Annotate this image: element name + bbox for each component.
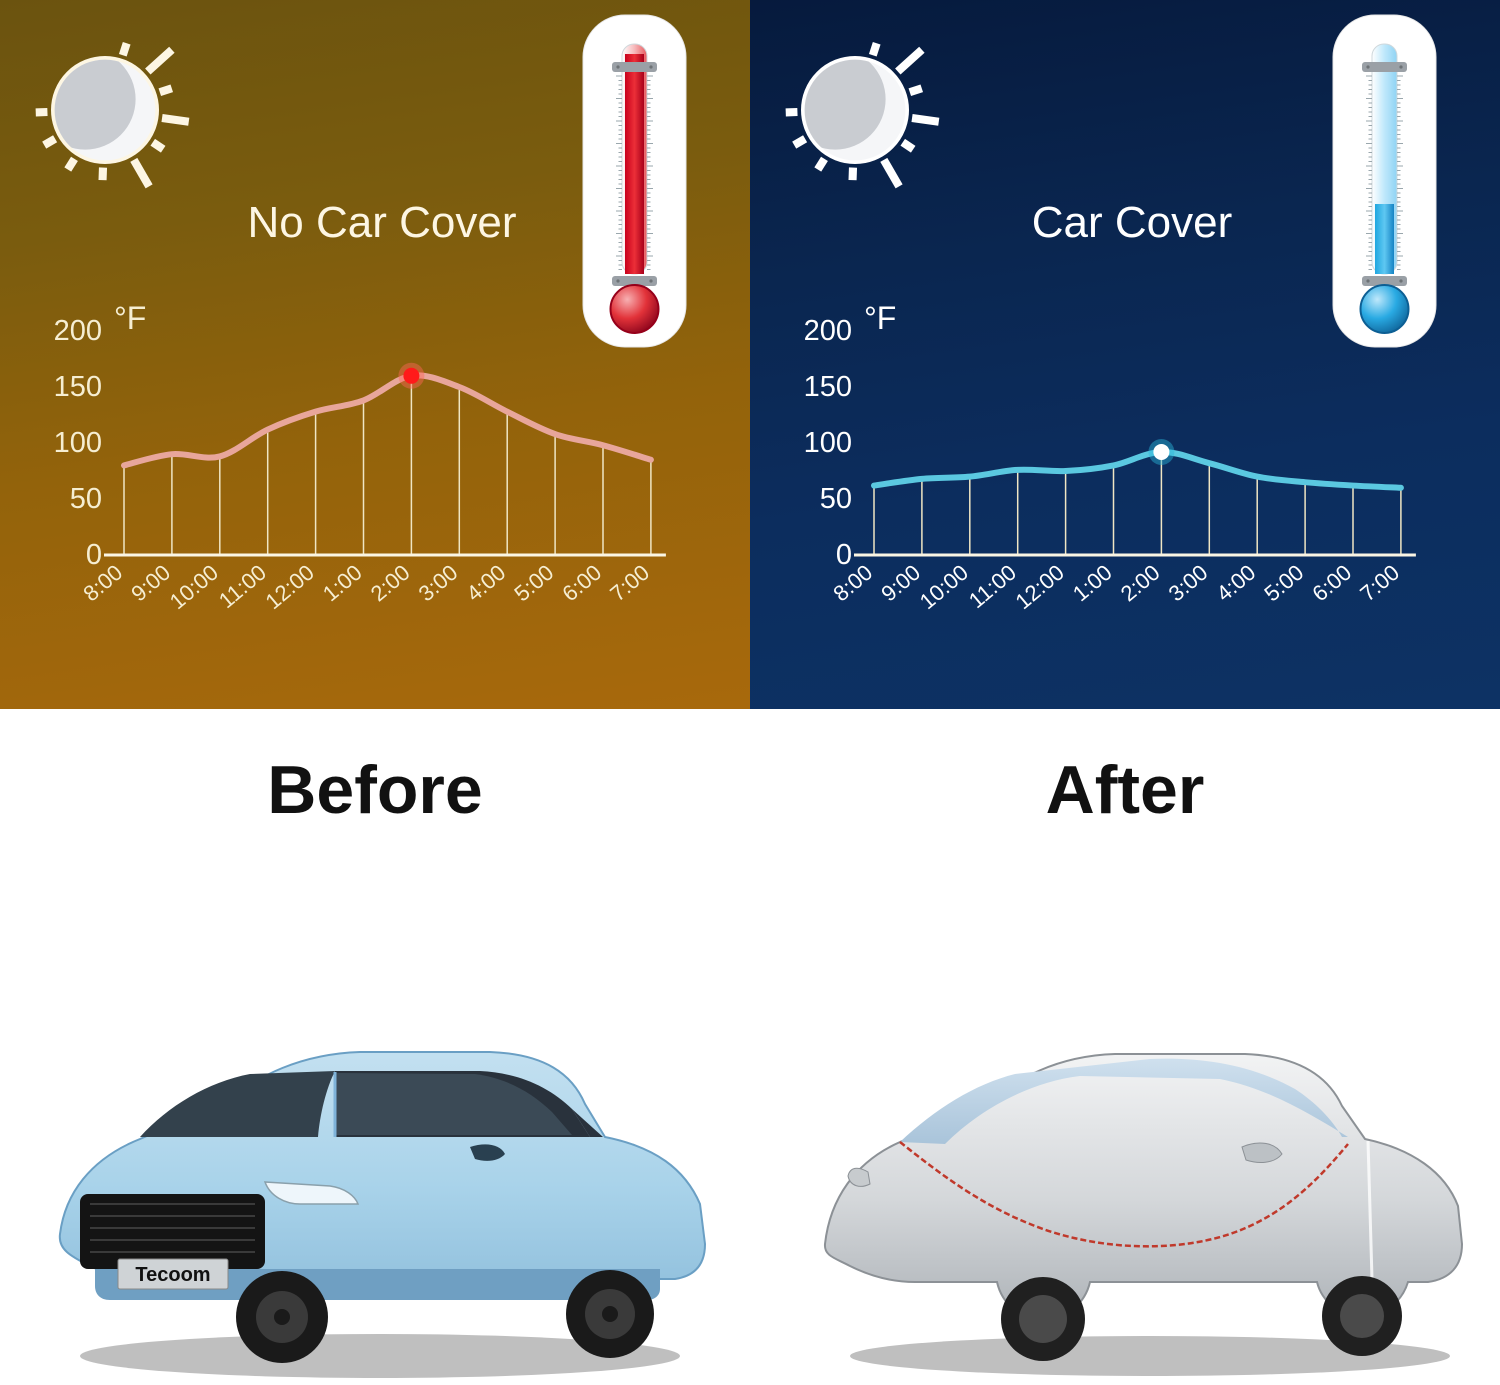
svg-text:150: 150	[54, 371, 102, 403]
svg-text:°F: °F	[114, 300, 146, 336]
svg-text:1:00: 1:00	[1068, 560, 1117, 607]
svg-text:3:00: 3:00	[1164, 560, 1213, 607]
svg-text:11:00: 11:00	[964, 560, 1021, 613]
svg-text:10:00: 10:00	[165, 560, 223, 615]
svg-text:12:00: 12:00	[261, 560, 319, 615]
svg-text:3:00: 3:00	[414, 560, 463, 607]
svg-text:6:00: 6:00	[1307, 560, 1356, 607]
svg-text:4:00: 4:00	[462, 560, 511, 607]
svg-text:2:00: 2:00	[366, 560, 415, 607]
svg-text:6:00: 6:00	[557, 560, 606, 607]
svg-text:200: 200	[54, 315, 102, 347]
svg-text:2:00: 2:00	[1116, 560, 1165, 607]
svg-text:10:00: 10:00	[915, 560, 973, 615]
svg-text:1:00: 1:00	[318, 560, 367, 607]
svg-text:Tecoom: Tecoom	[135, 1264, 210, 1286]
svg-text:7:00: 7:00	[1355, 560, 1404, 607]
svg-text:50: 50	[70, 483, 102, 515]
svg-text:12:00: 12:00	[1011, 560, 1069, 615]
svg-text:100: 100	[54, 427, 102, 459]
svg-text:0: 0	[86, 539, 102, 571]
svg-text:4:00: 4:00	[1212, 560, 1261, 607]
svg-text:7:00: 7:00	[605, 560, 654, 607]
svg-text:100: 100	[804, 427, 852, 459]
svg-text:5:00: 5:00	[509, 560, 558, 607]
svg-text:11:00: 11:00	[214, 560, 271, 613]
svg-text:°F: °F	[864, 300, 896, 336]
svg-text:5:00: 5:00	[1259, 560, 1308, 607]
svg-text:150: 150	[804, 371, 852, 403]
svg-text:200: 200	[804, 315, 852, 347]
svg-text:50: 50	[820, 483, 852, 515]
svg-text:0: 0	[836, 539, 852, 571]
